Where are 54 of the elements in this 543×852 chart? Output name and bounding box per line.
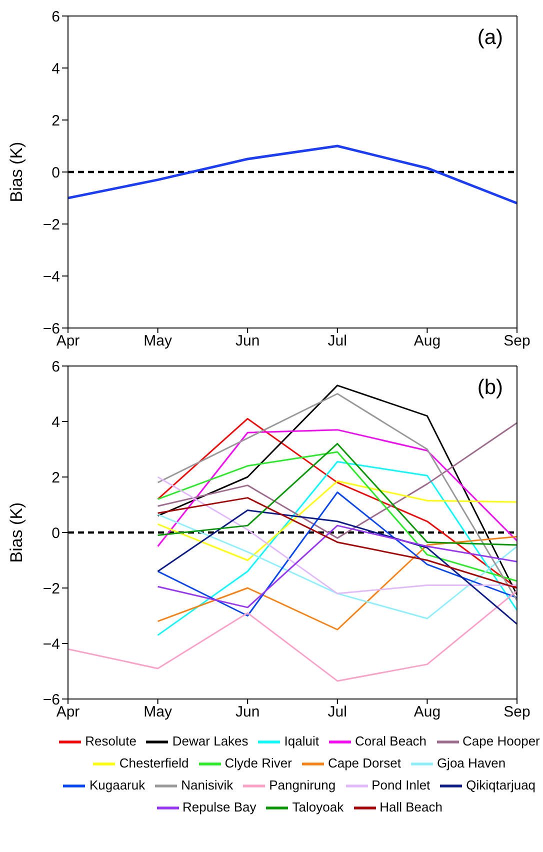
line-series (157, 492, 517, 616)
line-series (157, 524, 517, 608)
y-axis-title: Bias (K) (7, 142, 26, 202)
line-series (157, 480, 517, 561)
legend-label: Clyde River (224, 755, 292, 770)
y-tick-label: −4 (42, 636, 60, 653)
legend-label: Nanisivik (181, 777, 234, 792)
x-tick-label: Sep (504, 704, 530, 721)
y-tick-label: 4 (52, 414, 60, 431)
x-tick-label: May (144, 332, 172, 350)
line-series (68, 590, 517, 682)
annotation: (a) (477, 26, 503, 50)
x-tick-label: May (144, 704, 172, 721)
line-series (157, 460, 517, 636)
y-tick-label: 6 (52, 358, 60, 376)
legend-label: Qikiqtarjuaq (466, 777, 536, 792)
legend-label: Cape Hooper (462, 733, 540, 748)
y-tick-label: −2 (42, 580, 60, 598)
legend-label: Dewar Lakes (172, 733, 248, 748)
legend-label: Cape Dorset (328, 755, 401, 770)
x-tick-label: Sep (504, 332, 530, 350)
y-tick-label: −2 (42, 216, 60, 234)
legend-label: Taloyoak (292, 799, 344, 814)
legend-label: Pond Inlet (372, 777, 430, 792)
line-series (157, 451, 517, 582)
legend-label: Repulse Bay (182, 799, 256, 814)
x-tick-label: Jun (236, 704, 260, 721)
y-tick-label: 2 (52, 469, 60, 486)
legend-label: Pangnirung (269, 777, 336, 792)
legend-label: Gjoa Haven (436, 755, 506, 770)
y-tick-label: 0 (52, 524, 60, 542)
x-tick-label: Jul (328, 332, 347, 350)
line-series (157, 536, 517, 630)
y-tick-label: 2 (52, 112, 60, 130)
legend-label: Coral Beach (355, 733, 427, 748)
annotation: (b) (477, 376, 503, 400)
line-series (157, 497, 517, 589)
y-tick-label: −4 (42, 268, 60, 286)
y-axis-title: Bias (K) (7, 502, 26, 563)
legend-label: Hall Beach (380, 799, 442, 814)
y-tick-label: 6 (52, 8, 60, 26)
line-series (157, 418, 517, 589)
legend-label: Resolute (85, 733, 136, 748)
x-tick-label: Aug (414, 704, 441, 721)
y-tick-label: 0 (52, 164, 60, 182)
line-series (68, 144, 517, 204)
legend-label: Chesterfield (119, 755, 189, 770)
line-series (157, 476, 517, 594)
legend-label: Iqaluit (284, 733, 319, 748)
y-tick-label: 4 (52, 60, 60, 78)
legend-label: Kugaaruk (89, 777, 146, 792)
x-tick-label: Jun (236, 332, 260, 350)
x-tick-label: Jul (328, 704, 347, 721)
x-tick-label: Aug (414, 332, 441, 350)
